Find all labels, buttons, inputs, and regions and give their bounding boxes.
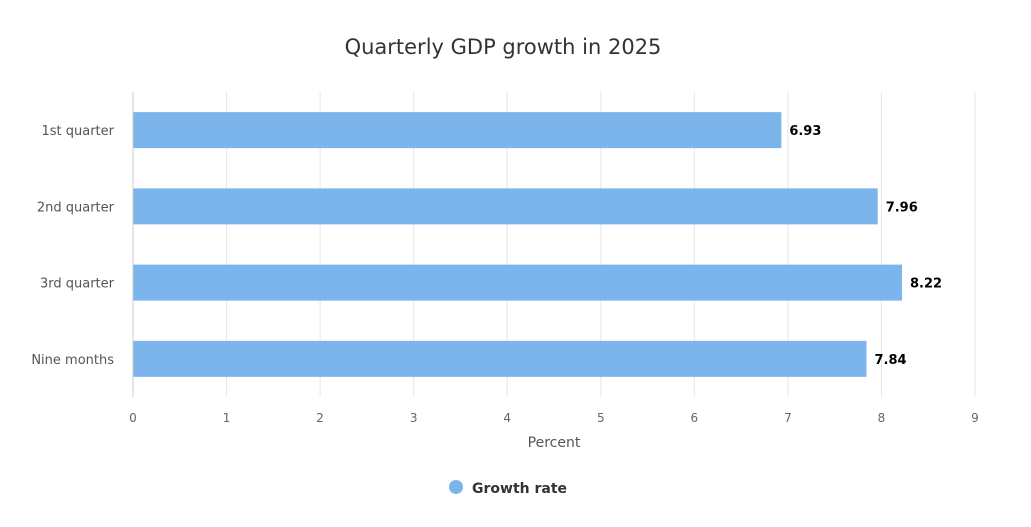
chart-title: Quarterly GDP growth in 2025 bbox=[345, 35, 662, 59]
bar-value-label: 6.93 bbox=[789, 124, 821, 139]
x-tick-label: 3 bbox=[410, 411, 418, 425]
x-tick-label: 1 bbox=[223, 411, 231, 425]
legend-label: Growth rate bbox=[472, 481, 567, 497]
x-axis-title: Percent bbox=[528, 435, 581, 451]
x-tick-label: 5 bbox=[597, 411, 605, 425]
x-tick-label: 9 bbox=[971, 411, 979, 425]
bars bbox=[133, 112, 903, 377]
legend-marker bbox=[449, 480, 463, 494]
bar-value-label: 8.22 bbox=[910, 277, 942, 292]
x-tick-labels: 0 1 2 3 4 5 6 7 8 9 bbox=[129, 411, 979, 425]
legend[interactable]: Growth rate bbox=[449, 480, 567, 497]
bar[interactable] bbox=[133, 112, 782, 149]
category-labels: 1st quarter 2nd quarter 3rd quarter Nine mo… bbox=[31, 124, 114, 368]
x-tick-label: 8 bbox=[878, 411, 886, 425]
category-label: 1st quarter bbox=[41, 124, 114, 139]
bar[interactable] bbox=[133, 264, 903, 301]
x-tick-label: 4 bbox=[503, 411, 511, 425]
data-labels: 6.93 7.96 8.22 7.84 bbox=[789, 124, 942, 368]
bar[interactable] bbox=[133, 340, 867, 377]
category-label: 3rd quarter bbox=[40, 277, 115, 292]
category-label: Nine months bbox=[31, 353, 114, 368]
x-tick-label: 0 bbox=[129, 411, 137, 425]
x-tick-label: 6 bbox=[691, 411, 699, 425]
category-label: 2nd quarter bbox=[37, 200, 115, 215]
bar-value-label: 7.84 bbox=[874, 353, 906, 368]
x-tick-label: 2 bbox=[316, 411, 324, 425]
x-tick-label: 7 bbox=[784, 411, 792, 425]
bar[interactable] bbox=[133, 188, 878, 225]
bar-value-label: 7.96 bbox=[886, 200, 918, 215]
